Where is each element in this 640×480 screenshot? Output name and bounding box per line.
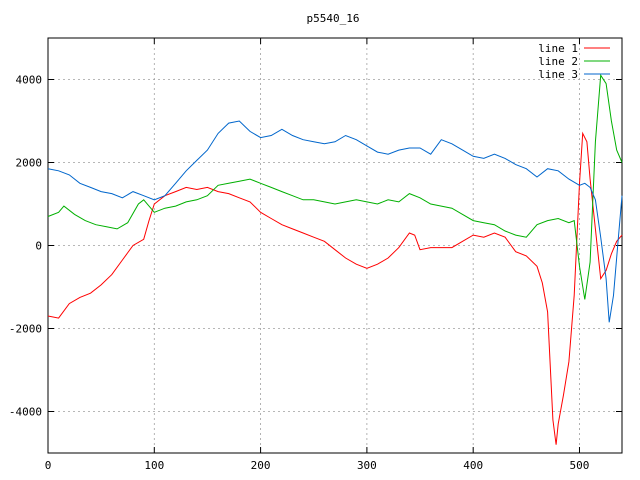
x-tick-label: 200 [251, 459, 271, 472]
grid-lines [48, 38, 622, 453]
series-line-3 [47, 120, 623, 323]
series-line-2 [47, 73, 623, 300]
legend-label-1: line 1 [538, 42, 578, 55]
series-line-1 [47, 131, 623, 445]
x-tick-label: 500 [570, 459, 590, 472]
x-tick-label: 0 [45, 459, 52, 472]
x-tick-label: 300 [357, 459, 377, 472]
axes: 0 100 200 300 400 500 -4000 -2000 0 2000 4000 [9, 37, 623, 472]
x-tick-label: 400 [463, 459, 483, 472]
legend-label-2: line 2 [538, 55, 578, 68]
series-lines [47, 73, 623, 445]
x-tick-label: 100 [144, 459, 164, 472]
legend-label-3: line 3 [538, 68, 578, 81]
y-tick-label: 2000 [16, 157, 43, 170]
y-tick-label: 4000 [16, 74, 43, 87]
chart-title: p5540_16 [307, 12, 360, 25]
y-tick-label: 0 [35, 240, 42, 253]
y-tick-label: -2000 [9, 323, 42, 336]
y-tick-label: -4000 [9, 406, 42, 419]
